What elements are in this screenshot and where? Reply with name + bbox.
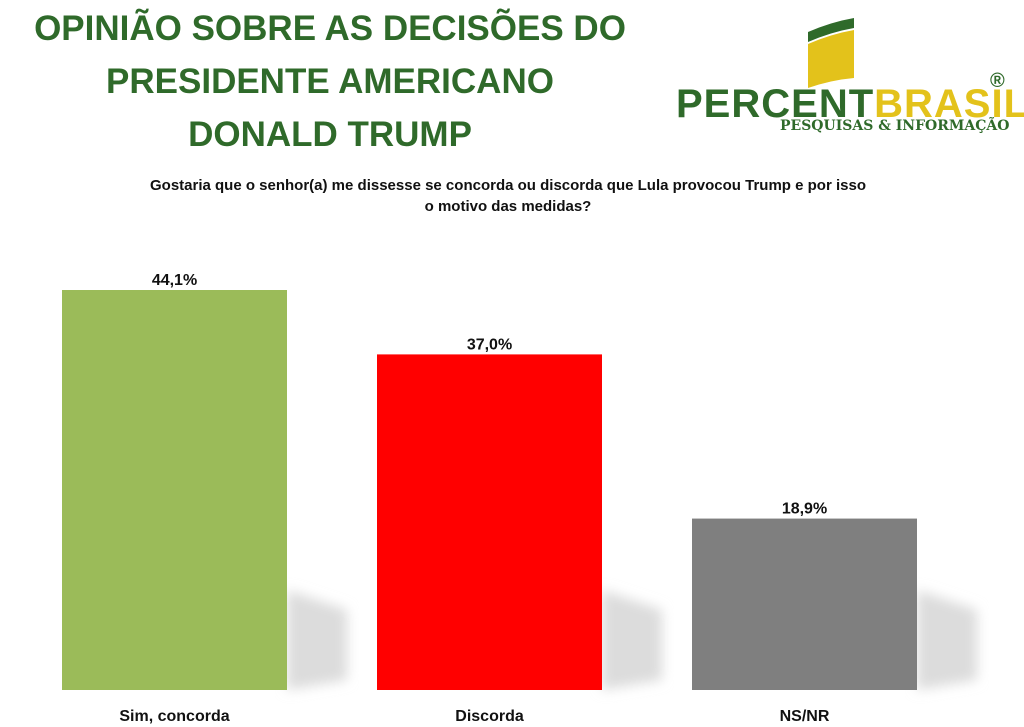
- bar-shadow: [602, 590, 662, 690]
- data-label: 44,1%: [152, 272, 197, 289]
- category-label: Discorda: [455, 708, 524, 725]
- logo-wordmark: PERCENTBRASIL: [676, 80, 1024, 128]
- logo-word-part1: PERCENT: [676, 82, 875, 126]
- logo-word-part2: BRASIL: [874, 82, 1024, 126]
- chart-title: OPINIÃO SOBRE AS DECISÕES DO PRESIDENTE …: [0, 2, 660, 161]
- bars-group: [62, 290, 917, 690]
- category-label: Sim, concorda: [119, 708, 229, 725]
- title-line-1: OPINIÃO SOBRE AS DECISÕES DO: [34, 9, 626, 48]
- bar: [692, 518, 917, 690]
- data-label: 18,9%: [782, 501, 827, 518]
- registered-mark: ®: [990, 70, 1005, 92]
- bar: [62, 290, 287, 690]
- bar-shadow: [917, 590, 977, 690]
- bar: [377, 354, 602, 690]
- title-line-2: PRESIDENTE AMERICANO: [106, 62, 554, 101]
- logo-tagline: PESQUISAS & INFORMAÇÃO: [780, 118, 1010, 134]
- category-label: NS/NR: [780, 708, 830, 725]
- question-line-1: Gostaria que o senhor(a) me dissesse se …: [149, 177, 866, 194]
- title-line-3: DONALD TRUMP: [188, 115, 472, 154]
- percentbrasil-logo: PERCENTBRASIL ® PESQUISAS & INFORMAÇÃO: [672, 18, 1024, 146]
- flag-icon: [808, 18, 854, 88]
- data-label: 37,0%: [467, 336, 512, 353]
- bar-shadows: [287, 590, 977, 690]
- labels-group: 44,1% Sim, concorda 37,0% Discorda 18,9% NS/N…: [119, 272, 829, 725]
- bar-shadow: [287, 590, 347, 690]
- survey-question: Gostaria que o senhor(a) me dissesse se …: [80, 175, 936, 217]
- question-line-2: o motivo das medidas?: [424, 198, 592, 215]
